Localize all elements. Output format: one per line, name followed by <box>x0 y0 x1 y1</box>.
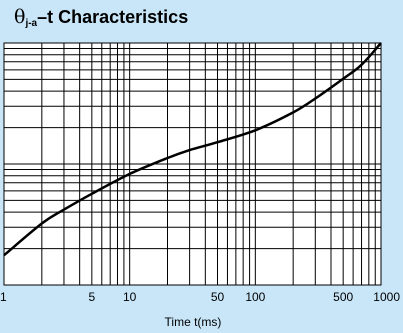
x-tick-label: 1 <box>0 290 7 304</box>
plot-frame <box>3 42 382 286</box>
x-axis-label: Time t(ms) <box>165 315 222 329</box>
chart-title: θj-a–t Characteristics <box>14 6 188 29</box>
title-symbol: θ <box>14 6 26 28</box>
vertical-gridlines <box>41 43 376 285</box>
x-tick-label: 10 <box>123 290 137 304</box>
x-tick-label: 100 <box>245 290 265 304</box>
title-suffix: –t Characteristics <box>37 7 189 27</box>
x-tick-labels: 1 5 10 50 100 500 1000 <box>0 290 400 304</box>
series-line <box>3 42 382 257</box>
horizontal-gridlines <box>4 48 381 250</box>
curve-group <box>3 42 382 257</box>
x-tick-label: 5 <box>88 290 95 304</box>
title-subscript: j-a <box>25 18 38 29</box>
x-tick-label: 50 <box>211 290 225 304</box>
x-tick-label: 1000 <box>373 290 400 304</box>
x-tick-label: 500 <box>333 290 353 304</box>
